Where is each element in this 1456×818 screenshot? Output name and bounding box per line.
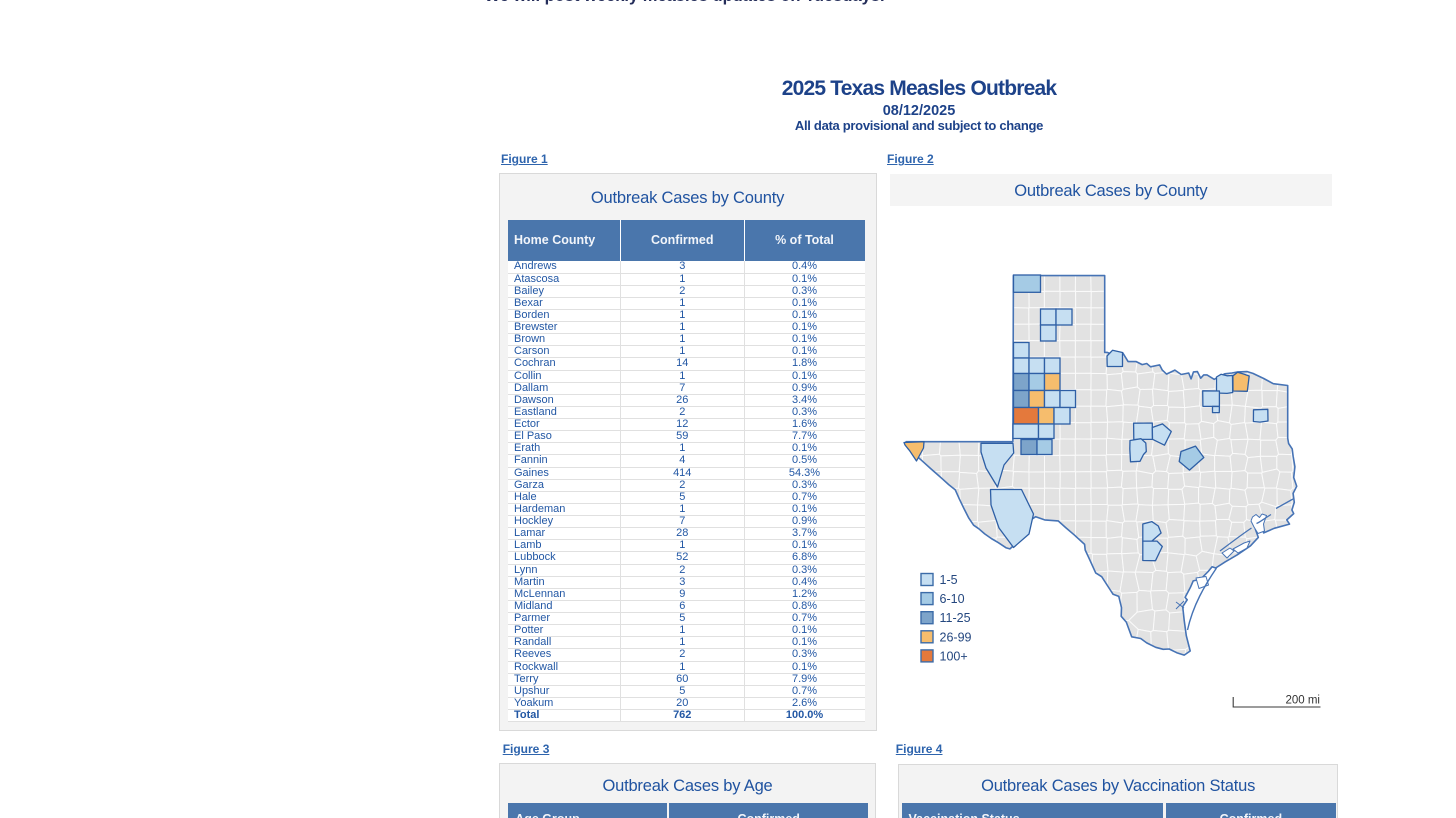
- svg-text:11-25: 11-25: [940, 611, 971, 625]
- svg-text:200 mi: 200 mi: [1285, 695, 1320, 707]
- svg-text:26-99: 26-99: [940, 630, 972, 644]
- svg-text:6-10: 6-10: [940, 592, 965, 606]
- svg-text:100+: 100+: [940, 649, 968, 663]
- svg-text:1-5: 1-5: [940, 573, 958, 587]
